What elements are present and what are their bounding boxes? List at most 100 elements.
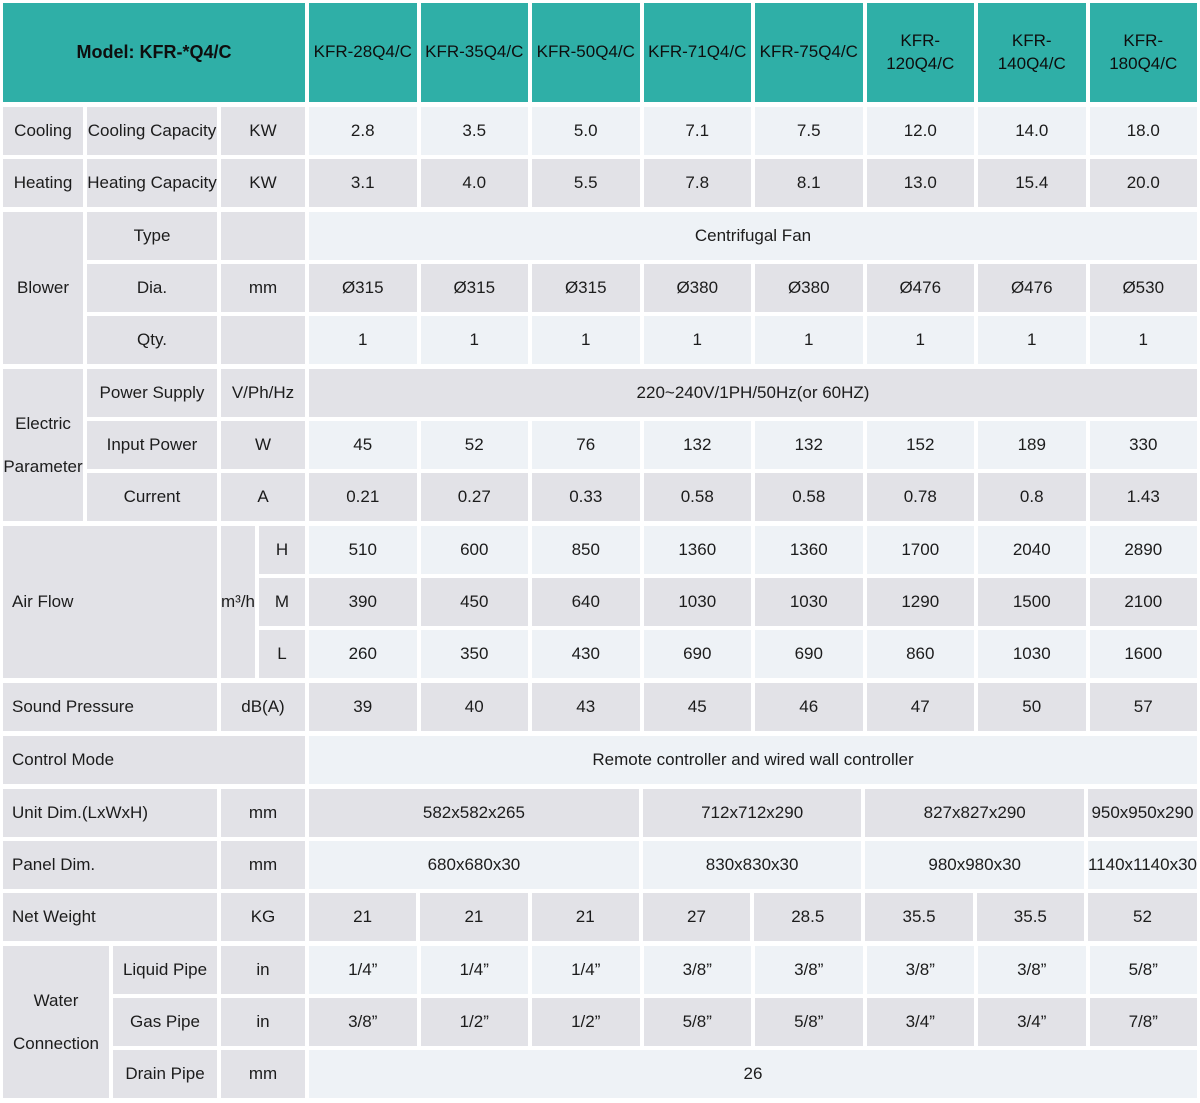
value-cell: 3/8”	[755, 946, 863, 994]
value-cell: 2100	[1089, 578, 1197, 626]
value-cell: 860	[866, 630, 974, 678]
row-label: Dia.	[87, 264, 217, 312]
merged-value-cell: Centrifugal Fan	[309, 212, 1197, 260]
merged-value-cell: 950x950x290	[1087, 789, 1197, 837]
value-cell: 7.1	[643, 107, 751, 155]
unit-label: mm	[221, 789, 305, 837]
unit-label: KG	[221, 893, 305, 941]
value-cell: 1/4”	[309, 946, 417, 994]
value-cell: 132	[755, 421, 863, 469]
unit-label: dB(A)	[221, 683, 305, 731]
value-cell: 1	[420, 316, 528, 364]
value-cell: 46	[755, 683, 863, 731]
row-label: Type	[87, 212, 217, 260]
value-cell: 1030	[643, 578, 751, 626]
value-cell: 45	[309, 421, 417, 469]
group-label: Blower	[3, 212, 83, 364]
value-cell: Ø530	[1089, 264, 1197, 312]
value-cell: 690	[755, 630, 863, 678]
value-cell: 1	[866, 316, 974, 364]
value-cell: 3/4”	[866, 998, 974, 1046]
value-cell: 7/8”	[1089, 998, 1197, 1046]
row-label: Input Power	[87, 421, 217, 469]
merged-value-cell: 680x680x30	[309, 841, 639, 889]
unit-label: mm	[221, 841, 305, 889]
value-cell: 0.58	[755, 473, 863, 521]
value-cell: 8.1	[755, 159, 863, 207]
group-label: Control Mode	[3, 736, 305, 784]
row-label: Qty.	[87, 316, 217, 364]
value-cell: 76	[532, 421, 640, 469]
value-cell: 5.5	[532, 159, 640, 207]
group-label: Air Flow	[3, 526, 217, 678]
value-cell: 1	[978, 316, 1086, 364]
value-cell: 45	[643, 683, 751, 731]
value-cell: 1700	[866, 526, 974, 574]
group-label: Water Connection	[3, 946, 109, 1098]
value-cell: 1	[755, 316, 863, 364]
value-cell: 5.0	[532, 107, 640, 155]
value-cell: 52	[1087, 893, 1197, 941]
value-cell: 132	[643, 421, 751, 469]
value-cell: 20.0	[1089, 159, 1197, 207]
unit-label: in	[221, 946, 305, 994]
section-electric-parameter: Electric Parameter Power Supply V/Ph/Hz 220…	[3, 369, 1197, 521]
value-cell: Ø315	[309, 264, 417, 312]
group-label: Heating	[3, 159, 83, 207]
value-cell: 1	[1089, 316, 1197, 364]
value-cell: 7.8	[643, 159, 751, 207]
value-cell: 5/8”	[755, 998, 863, 1046]
value-cell: 0.21	[309, 473, 417, 521]
value-cell: 35.5	[976, 893, 1084, 941]
value-cell: 3.5	[420, 107, 528, 155]
value-cell: 1030	[978, 630, 1086, 678]
section-control-mode: Control Mode Remote controller and wired …	[3, 736, 1197, 784]
merged-value-cell: 827x827x290	[865, 789, 1084, 837]
merged-value-cell: Remote controller and wired wall control…	[309, 736, 1197, 784]
value-cell: 260	[309, 630, 417, 678]
value-cell: Ø380	[643, 264, 751, 312]
value-cell: 40	[420, 683, 528, 731]
value-cell: Ø315	[532, 264, 640, 312]
value-cell: 43	[532, 683, 640, 731]
value-cell: 50	[978, 683, 1086, 731]
value-cell: 640	[532, 578, 640, 626]
value-cell: 27	[642, 893, 751, 941]
value-cell: 21	[309, 893, 417, 941]
value-cell: 0.78	[866, 473, 974, 521]
merged-value-cell: 26	[309, 1050, 1197, 1098]
value-cell: 0.8	[978, 473, 1086, 521]
row-label: Current	[87, 473, 217, 521]
unit-label: KW	[221, 107, 305, 155]
row-label: Cooling Capacity	[87, 107, 217, 155]
column-header: KFR-120Q4/C	[866, 3, 974, 102]
row-label: Gas Pipe	[113, 998, 217, 1046]
value-cell: 1/2”	[532, 998, 640, 1046]
group-label: Unit Dim.(LxWxH)	[3, 789, 217, 837]
value-cell: 690	[643, 630, 751, 678]
value-cell: 35.5	[865, 893, 973, 941]
column-header: KFR-50Q4/C	[532, 3, 640, 102]
row-label: M	[259, 578, 305, 626]
merged-value-cell: 220~240V/1PH/50Hz(or 60HZ)	[309, 369, 1197, 417]
value-cell: 1500	[978, 578, 1086, 626]
unit-label: in	[221, 998, 305, 1046]
row-label: Power Supply	[87, 369, 217, 417]
value-cell: 28.5	[754, 893, 862, 941]
value-cell: 18.0	[1089, 107, 1197, 155]
value-cell: 0.27	[420, 473, 528, 521]
merged-value-cell: 830x830x30	[642, 841, 862, 889]
unit-label	[221, 316, 305, 364]
value-cell: 21	[531, 893, 639, 941]
value-cell: 510	[309, 526, 417, 574]
group-label: Sound Pressure	[3, 683, 217, 731]
value-cell: 3/8”	[643, 946, 751, 994]
group-label: Cooling	[3, 107, 83, 155]
model-header: Model: KFR-*Q4/C	[3, 3, 305, 102]
value-cell: 52	[420, 421, 528, 469]
value-cell: 1360	[755, 526, 863, 574]
group-label: Panel Dim.	[3, 841, 217, 889]
merged-value-cell: 1140x1140x30	[1087, 841, 1197, 889]
unit-label: W	[221, 421, 305, 469]
